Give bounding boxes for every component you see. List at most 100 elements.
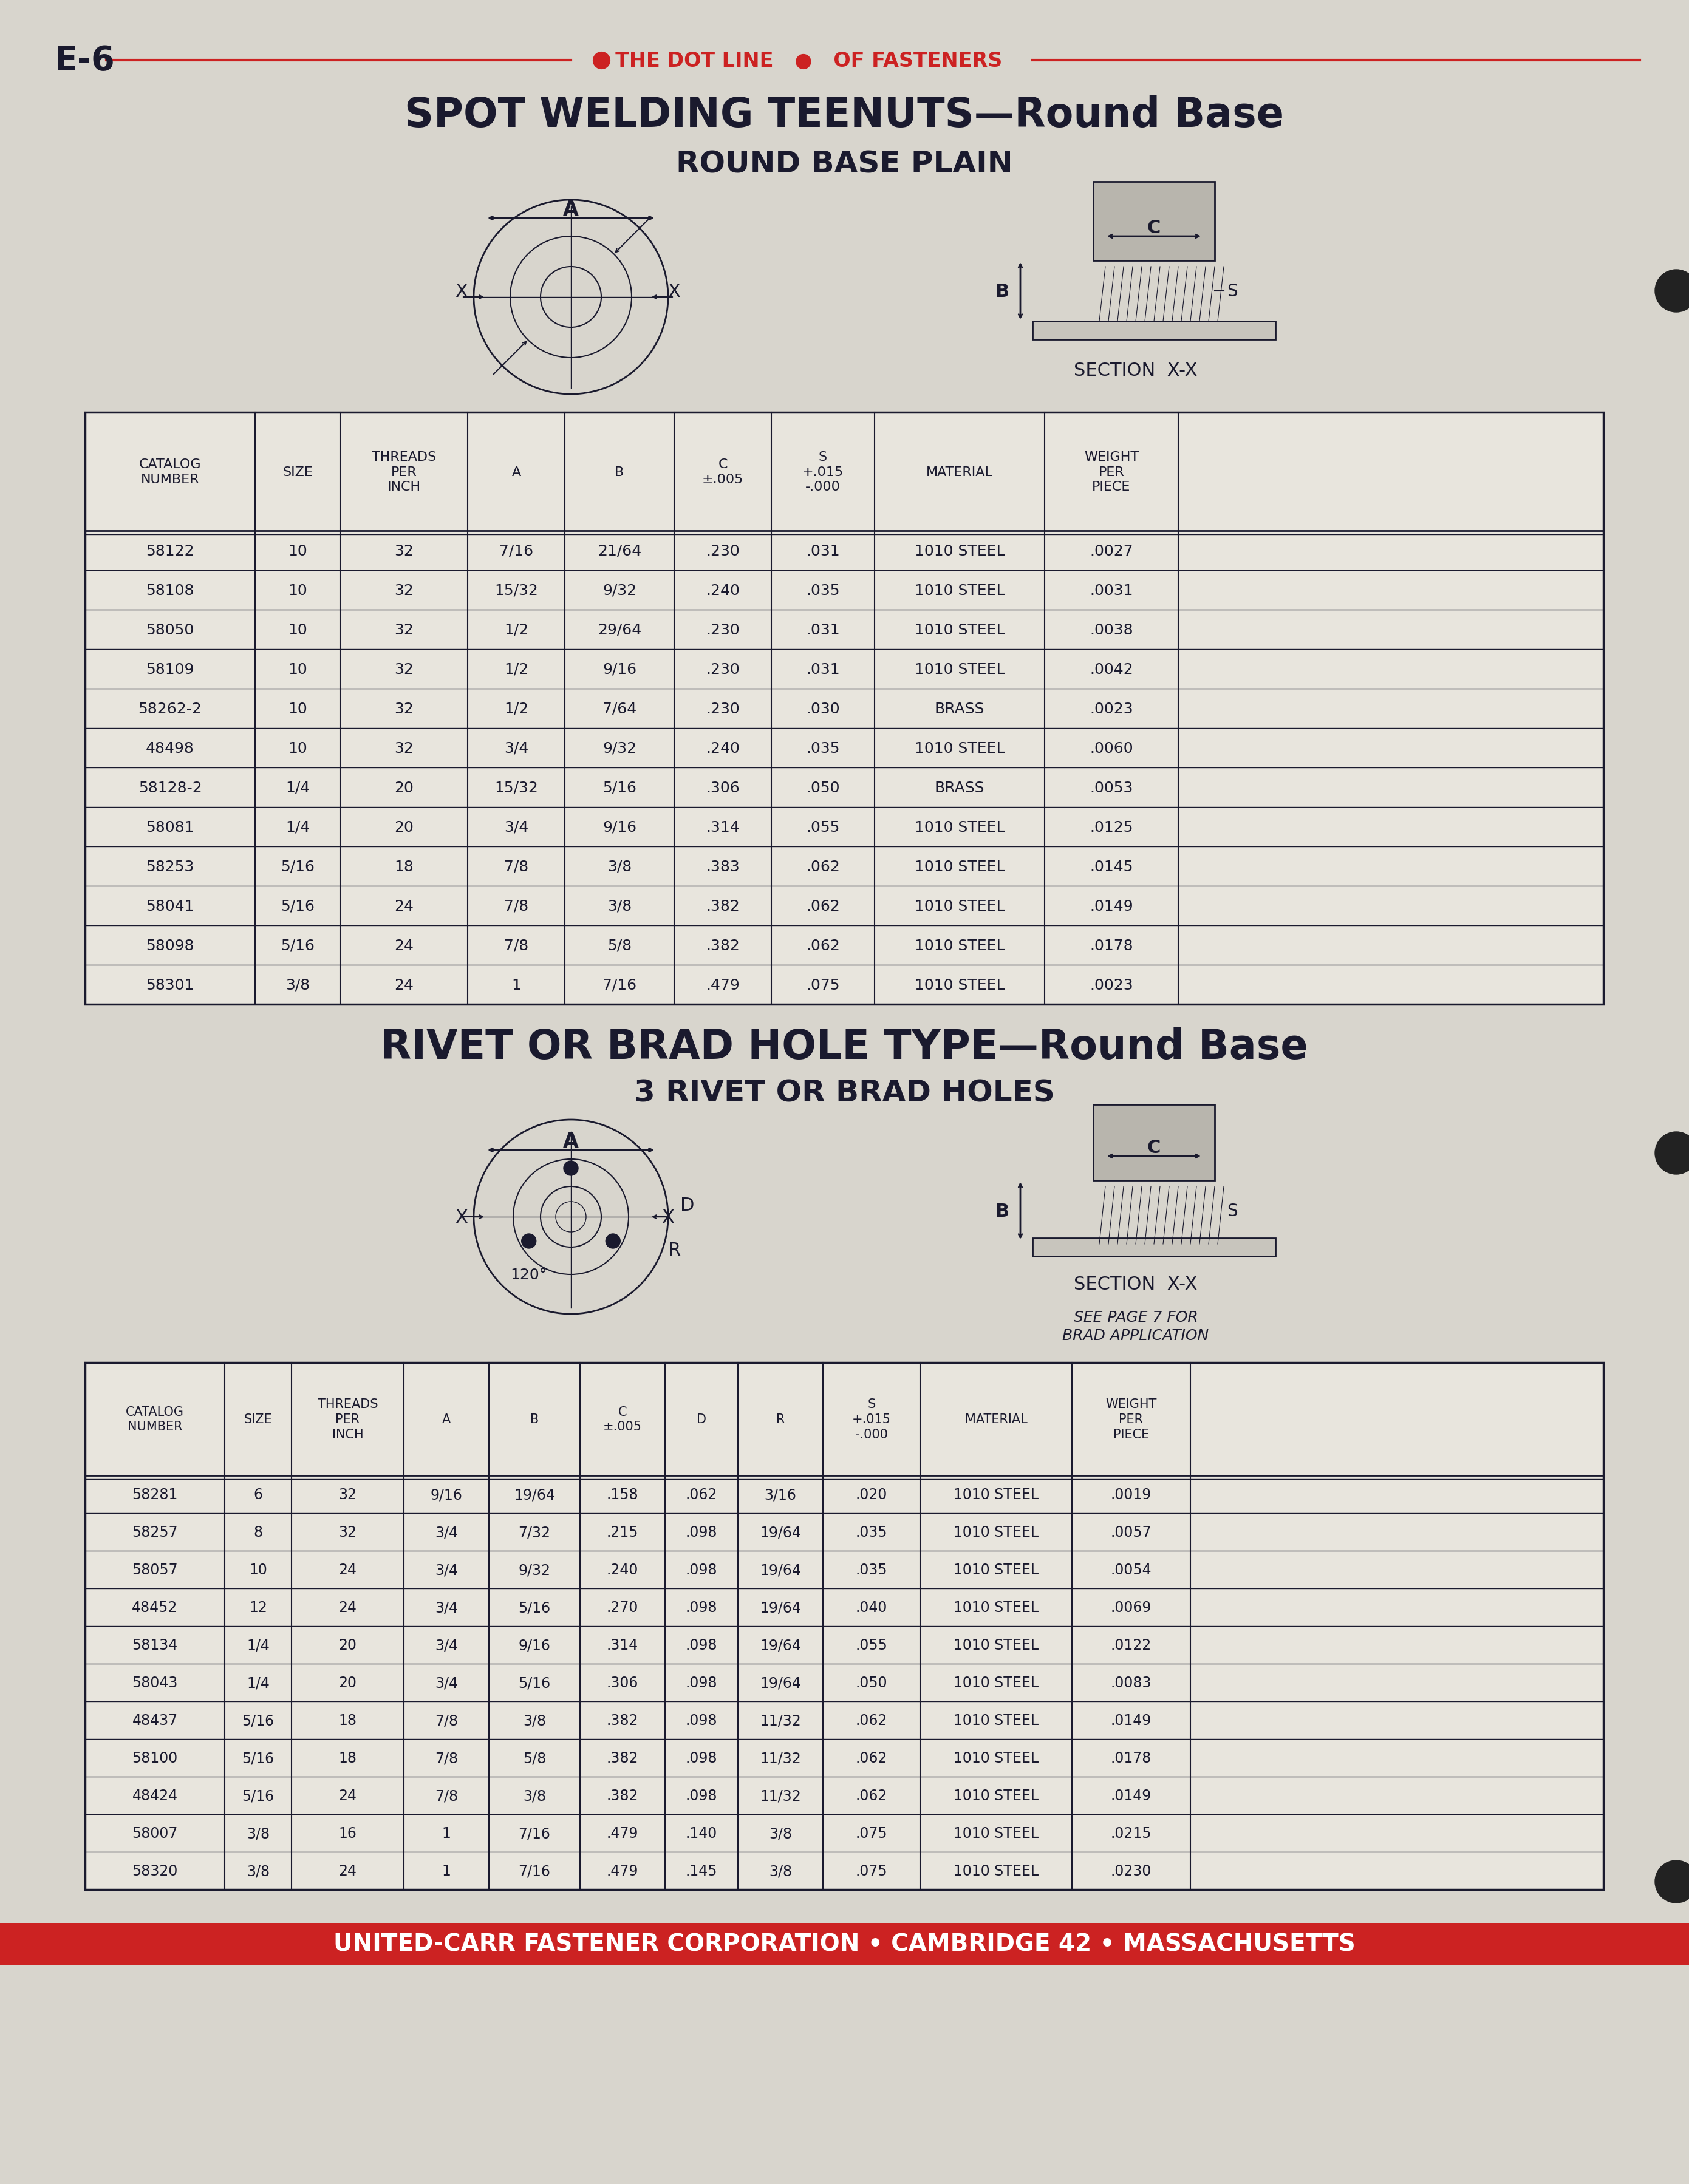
Text: 1010 STEEL: 1010 STEEL [914, 583, 1005, 598]
Text: 1010 STEEL: 1010 STEEL [954, 1675, 1039, 1690]
Text: 24: 24 [338, 1789, 356, 1802]
Text: .062: .062 [806, 939, 839, 952]
Text: 3/8: 3/8 [768, 1863, 792, 1878]
Text: D: D [696, 1413, 706, 1426]
Text: THREADS
PER
INCH: THREADS PER INCH [318, 1398, 378, 1439]
Text: 19/64: 19/64 [760, 1638, 801, 1653]
Text: 1010 STEEL: 1010 STEEL [954, 1601, 1039, 1614]
Text: B: B [530, 1413, 539, 1426]
Text: B: B [615, 465, 625, 478]
Text: R: R [669, 1243, 681, 1260]
Text: E-6: E-6 [54, 44, 115, 76]
Text: 24: 24 [338, 1562, 356, 1577]
Text: .098: .098 [686, 1524, 718, 1540]
Text: .031: .031 [806, 544, 839, 559]
FancyBboxPatch shape [84, 1363, 1603, 1889]
Text: S
+.015
-.000: S +.015 -.000 [802, 450, 844, 494]
Text: 58134: 58134 [132, 1638, 177, 1653]
Text: 7/32: 7/32 [519, 1524, 551, 1540]
Text: 19/64: 19/64 [760, 1562, 801, 1577]
Text: 19/64: 19/64 [760, 1675, 801, 1690]
Text: 5/16: 5/16 [603, 780, 637, 795]
Text: 1: 1 [512, 978, 520, 992]
Text: 120°: 120° [510, 1267, 547, 1282]
Text: 1010 STEEL: 1010 STEEL [914, 898, 1005, 913]
Text: B: B [995, 282, 1008, 299]
Text: X: X [667, 282, 681, 299]
Text: 1010 STEEL: 1010 STEEL [914, 662, 1005, 677]
Text: .075: .075 [806, 978, 839, 992]
Text: 48437: 48437 [132, 1712, 177, 1728]
Text: 58041: 58041 [145, 898, 194, 913]
Text: D: D [681, 1197, 694, 1214]
Text: .145: .145 [686, 1863, 718, 1878]
Text: 58128-2: 58128-2 [138, 780, 203, 795]
Text: .098: .098 [686, 1562, 718, 1577]
Text: MATERIAL: MATERIAL [926, 465, 993, 478]
Text: 9/16: 9/16 [431, 1487, 463, 1503]
Text: BRASS: BRASS [934, 780, 985, 795]
Text: 18: 18 [338, 1712, 356, 1728]
Text: .240: .240 [706, 583, 740, 598]
Text: .306: .306 [606, 1675, 638, 1690]
Text: .0178: .0178 [1089, 939, 1133, 952]
Text: 7/16: 7/16 [519, 1826, 551, 1841]
Text: 19/64: 19/64 [760, 1524, 801, 1540]
Text: .035: .035 [806, 740, 839, 756]
Text: .0053: .0053 [1089, 780, 1133, 795]
Text: .383: .383 [706, 858, 740, 874]
Text: 1/4: 1/4 [247, 1675, 270, 1690]
Text: 5/16: 5/16 [280, 939, 314, 952]
Text: S: S [1226, 1203, 1238, 1219]
Text: X: X [456, 1208, 468, 1225]
Text: 7/8: 7/8 [503, 858, 529, 874]
Text: 7/16: 7/16 [519, 1863, 551, 1878]
Text: 1: 1 [443, 1826, 451, 1841]
Text: 1010 STEEL: 1010 STEEL [954, 1638, 1039, 1653]
Text: .020: .020 [856, 1487, 887, 1503]
Text: 10: 10 [287, 583, 307, 598]
Text: 7/16: 7/16 [500, 544, 534, 559]
Text: .230: .230 [706, 662, 740, 677]
Text: .0027: .0027 [1089, 544, 1133, 559]
Text: 1010 STEEL: 1010 STEEL [914, 622, 1005, 638]
Circle shape [564, 1162, 578, 1175]
Text: .0149: .0149 [1111, 1712, 1152, 1728]
Text: .0125: .0125 [1089, 819, 1133, 834]
Text: MATERIAL: MATERIAL [964, 1413, 1027, 1426]
Text: 10: 10 [248, 1562, 267, 1577]
Text: 6: 6 [253, 1487, 263, 1503]
Text: 1010 STEEL: 1010 STEEL [954, 1752, 1039, 1765]
Text: .098: .098 [686, 1789, 718, 1802]
Text: 58301: 58301 [145, 978, 194, 992]
Text: 1/4: 1/4 [285, 780, 309, 795]
Text: 58057: 58057 [132, 1562, 177, 1577]
Text: 58043: 58043 [132, 1675, 177, 1690]
Text: 3/8: 3/8 [608, 898, 632, 913]
Text: .0057: .0057 [1111, 1524, 1152, 1540]
Text: 3/4: 3/4 [503, 819, 529, 834]
Text: 7/64: 7/64 [603, 701, 637, 716]
Text: .098: .098 [686, 1601, 718, 1614]
Text: 7/16: 7/16 [603, 978, 637, 992]
Text: CATALOG
NUMBER: CATALOG NUMBER [125, 1406, 184, 1433]
Text: .314: .314 [606, 1638, 638, 1653]
Text: 18: 18 [394, 858, 414, 874]
Text: 24: 24 [394, 939, 414, 952]
Text: 10: 10 [287, 544, 307, 559]
Text: B: B [995, 1201, 1008, 1221]
Text: 1010 STEEL: 1010 STEEL [954, 1712, 1039, 1728]
Text: 5/16: 5/16 [242, 1712, 274, 1728]
FancyBboxPatch shape [84, 413, 1603, 531]
Text: 9/32: 9/32 [519, 1562, 551, 1577]
FancyBboxPatch shape [1093, 181, 1214, 262]
Text: .140: .140 [686, 1826, 718, 1841]
Text: 11/32: 11/32 [760, 1752, 801, 1765]
Text: .0145: .0145 [1089, 858, 1133, 874]
Text: .0054: .0054 [1111, 1562, 1152, 1577]
Text: 24: 24 [338, 1863, 356, 1878]
Text: .062: .062 [856, 1712, 887, 1728]
Text: 3/16: 3/16 [765, 1487, 797, 1503]
Circle shape [1655, 1131, 1689, 1175]
Text: .0149: .0149 [1111, 1789, 1152, 1802]
